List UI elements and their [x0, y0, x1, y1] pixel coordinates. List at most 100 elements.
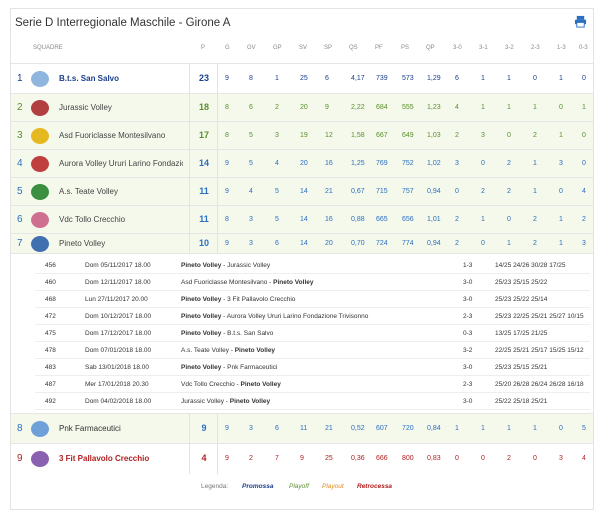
team-gp: 1: [275, 75, 279, 82]
legend-label: Legenda:: [201, 483, 229, 490]
match-teams: Pineto Volley - Jurassic Volley: [181, 262, 271, 269]
team-qs: 0,67: [351, 188, 365, 195]
team-sp: 16: [325, 160, 333, 167]
team-name[interactable]: Pineto Volley: [59, 239, 106, 248]
team-ps: 649: [402, 132, 414, 139]
team-g: 9: [225, 75, 229, 82]
team-g: 9: [225, 240, 229, 247]
team-points: 18: [198, 102, 209, 112]
team-points: 23: [198, 73, 209, 83]
team-row[interactable]: 9 3 Fit Pallavolo Crecchio 4 9 2 7 9 25 0,36 666 8…: [11, 443, 593, 474]
team-name[interactable]: Vdc Tollo Crecchio: [59, 215, 126, 224]
team-sp: 21: [325, 188, 333, 195]
team-name[interactable]: Jurassic Volley: [59, 103, 112, 112]
team-r32: 0: [507, 216, 511, 223]
team-ps: 656: [402, 216, 414, 223]
team-gp: 5: [275, 216, 279, 223]
match-date: Dom 10/12/2017 18.00: [85, 313, 152, 320]
team-row[interactable]: 3 Asd Fuoriclasse Montesilvano 17 8 5 3 19 12 1,…: [11, 121, 593, 150]
match-teams: Asd Fuoriclasse Montesilvano - Pineto Vo…: [181, 279, 314, 286]
page-title: Serie D Interregionale Maschile - Girone…: [15, 17, 231, 29]
team-gp: 3: [275, 132, 279, 139]
header-gp: GP: [273, 45, 282, 51]
header-gv: GV: [247, 45, 256, 51]
match-result: 3-0: [463, 279, 473, 286]
team-r03: 0: [582, 75, 586, 82]
match-date: Sab 13/01/2018 18.00: [85, 364, 149, 371]
team-rank: 3: [17, 130, 23, 141]
team-row[interactable]: 7 Pineto Volley 10 9 3 6 14 20 0,70 724 774 0,94 2 0 1…: [11, 233, 593, 254]
match-sets: 14/25 24/26 30/28 17/25: [495, 262, 566, 269]
team-sp: 9: [325, 104, 329, 111]
team-gv: 5: [249, 160, 253, 167]
match-teams: Pineto Volley - 3 Fit Pallavolo Crecchio: [181, 296, 296, 303]
header-32: 3-2: [505, 45, 514, 51]
team-points: 11: [199, 186, 209, 196]
match-row[interactable]: 468 Lun 27/11/2017 20.00 Pineto Volley - 3…: [35, 292, 590, 308]
team-qp: 0,94: [427, 240, 441, 247]
team-sv: 14: [300, 216, 308, 223]
team-r03: 2: [582, 216, 586, 223]
team-r31: 1: [481, 75, 485, 82]
team-r32: 1: [507, 75, 511, 82]
team-r30: 2: [455, 216, 459, 223]
team-sv: 9: [300, 455, 304, 462]
team-name[interactable]: Aurora Volley Ururi Larino Fondazione Tr…: [59, 159, 183, 168]
match-id: 468: [45, 296, 56, 303]
team-name[interactable]: 3 Fit Pallavolo Crecchio: [59, 454, 150, 463]
match-id: 456: [45, 262, 56, 269]
team-rank: 8: [17, 423, 23, 434]
header-squadre: SQUADRE: [33, 45, 63, 51]
match-result: 3-2: [463, 347, 473, 354]
team-row[interactable]: 2 Jurassic Volley 18 8 6 2 20 9 2,22 684 555 1,23 4 1…: [11, 93, 593, 122]
match-row[interactable]: 487 Mer 17/01/2018 20.30 Vdc Tollo Crecchi…: [35, 377, 590, 393]
team-gp: 5: [275, 188, 279, 195]
team-name[interactable]: B.t.s. San Salvo: [59, 74, 120, 83]
team-row[interactable]: 4 Aurora Volley Ururi Larino Fondazione T…: [11, 149, 593, 178]
team-pf: 739: [376, 75, 388, 82]
team-r13: 3: [559, 455, 563, 462]
team-row[interactable]: 5 A.s. Teate Volley 11 9 4 5 14 21 0,67 715 757 0,9…: [11, 177, 593, 206]
team-logo: [31, 156, 49, 172]
match-id: 478: [45, 347, 56, 354]
team-r30: 1: [455, 425, 459, 432]
team-row[interactable]: 1 B.t.s. San Salvo 23 9 8 1 25 6 4,17 739 573 1,29 6…: [11, 63, 593, 94]
team-r31: 0: [481, 160, 485, 167]
team-r03: 0: [582, 160, 586, 167]
match-row[interactable]: 478 Dom 07/01/2018 18.00 A.s. Teate Volley…: [35, 343, 590, 359]
match-teams: Pineto Volley - Pnk Farmaceutici: [181, 364, 278, 371]
header-23: 2-3: [531, 45, 540, 51]
team-pf: 666: [376, 455, 388, 462]
match-row[interactable]: 483 Sab 13/01/2018 18.00 Pineto Volley - P…: [35, 360, 590, 376]
match-row[interactable]: 456 Dom 05/11/2017 18.00 Pineto Volley - J…: [35, 258, 590, 274]
match-row[interactable]: 460 Dom 12/11/2017 18.00 Asd Fuoriclasse M…: [35, 275, 590, 291]
team-points: 10: [198, 238, 209, 248]
match-teams: A.s. Teate Volley - Pineto Volley: [181, 347, 276, 354]
team-sv: 19: [300, 132, 308, 139]
team-row[interactable]: 8 Pnk Farmaceutici 9 9 3 6 11 21 0,52 607 720 0,84 1…: [11, 413, 593, 444]
header-sp: SP: [324, 45, 333, 51]
match-row[interactable]: 472 Dom 10/12/2017 18.00 Pineto Volley - A…: [35, 309, 590, 325]
team-g: 8: [225, 216, 229, 223]
team-r13: 1: [559, 75, 563, 82]
team-points: 4: [201, 453, 207, 463]
team-gv: 2: [249, 455, 253, 462]
match-date: Dom 07/01/2018 18.00: [85, 347, 152, 354]
team-ps: 757: [402, 188, 414, 195]
match-row[interactable]: 475 Dom 17/12/2017 18.00 Pineto Volley - B…: [35, 326, 590, 342]
match-list: 456 Dom 05/11/2017 18.00 Pineto Volley - J…: [11, 253, 593, 410]
match-row[interactable]: 492 Dom 04/02/2018 18.00 Jurassic Volley -…: [35, 394, 590, 410]
team-row[interactable]: 6 Vdc Tollo Crecchio 11 8 3 5 14 16 0,88 665 656 1,…: [11, 205, 593, 234]
team-r03: 0: [582, 132, 586, 139]
team-gv: 3: [249, 240, 253, 247]
match-result: 0-3: [463, 330, 473, 337]
team-qs: 0,70: [351, 240, 365, 247]
print-icon[interactable]: [574, 15, 587, 28]
team-gv: 3: [249, 216, 253, 223]
team-logo: [31, 184, 49, 200]
team-name[interactable]: Pnk Farmaceutici: [59, 424, 121, 433]
team-name[interactable]: Asd Fuoriclasse Montesilvano: [59, 131, 166, 140]
header-30: 3-0: [453, 45, 462, 51]
team-r23: 1: [533, 425, 537, 432]
team-name[interactable]: A.s. Teate Volley: [59, 187, 118, 196]
